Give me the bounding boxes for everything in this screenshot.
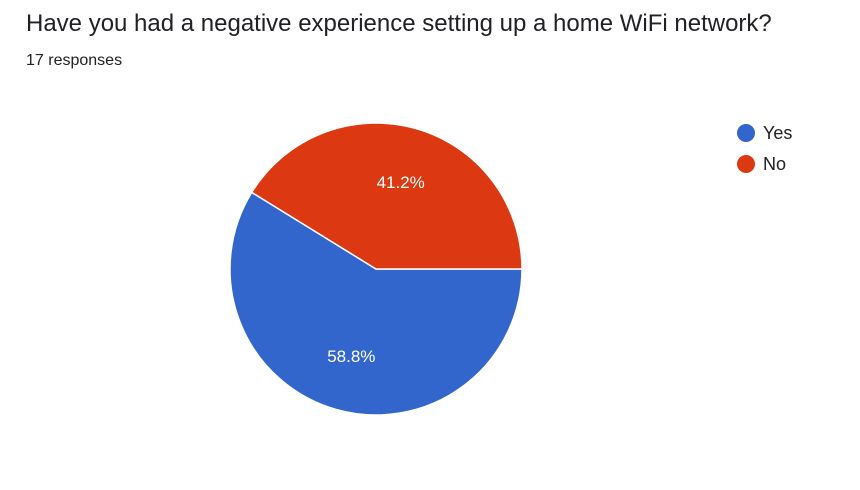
pie-slice-labels: 58.8% 41.2%	[327, 173, 425, 366]
response-count: 17 responses	[26, 52, 123, 69]
pie-label-no: 41.2%	[377, 173, 425, 192]
legend[interactable]: Yes No	[737, 123, 792, 174]
chart-title: Have you had a negative experience setti…	[26, 10, 772, 37]
legend-item-no[interactable]: No	[737, 154, 786, 174]
legend-label-no: No	[763, 154, 786, 174]
pie-label-yes: 58.8%	[327, 347, 375, 366]
legend-swatch-yes	[737, 124, 755, 142]
legend-swatch-no	[737, 155, 755, 173]
legend-item-yes[interactable]: Yes	[737, 123, 792, 143]
pie-slice-no[interactable]	[250, 122, 523, 270]
legend-label-yes: Yes	[763, 123, 792, 143]
pie-slice-yes[interactable]	[229, 191, 523, 416]
pie-slices	[229, 122, 523, 416]
